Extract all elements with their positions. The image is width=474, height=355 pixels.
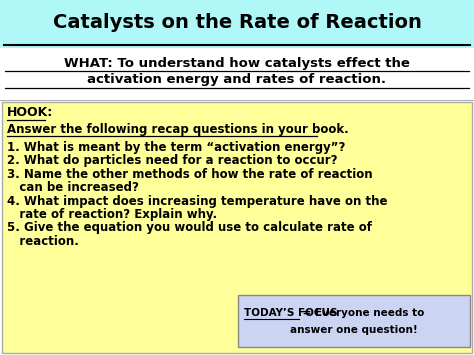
FancyBboxPatch shape: [0, 48, 474, 100]
Text: answer one question!: answer one question!: [290, 325, 418, 335]
FancyBboxPatch shape: [0, 0, 474, 48]
Text: 4. What impact does increasing temperature have on the: 4. What impact does increasing temperatu…: [7, 195, 388, 208]
Text: rate of reaction? Explain why.: rate of reaction? Explain why.: [7, 208, 217, 221]
Text: 2. What do particles need for a reaction to occur?: 2. What do particles need for a reaction…: [7, 154, 337, 167]
Text: = Everyone needs to: = Everyone needs to: [299, 308, 424, 318]
Text: Catalysts on the Rate of Reaction: Catalysts on the Rate of Reaction: [53, 13, 421, 33]
Text: activation energy and rates of reaction.: activation energy and rates of reaction.: [88, 73, 386, 87]
Text: can be increased?: can be increased?: [7, 181, 139, 194]
Text: reaction.: reaction.: [7, 235, 79, 248]
Text: 5. Give the equation you would use to calculate rate of: 5. Give the equation you would use to ca…: [7, 222, 372, 235]
Text: Answer the following recap questions in your book.: Answer the following recap questions in …: [7, 122, 349, 136]
FancyBboxPatch shape: [2, 102, 472, 353]
Text: 3. Name the other methods of how the rate of reaction: 3. Name the other methods of how the rat…: [7, 168, 373, 180]
Text: TODAY’S FOCUS: TODAY’S FOCUS: [244, 308, 337, 318]
Text: 1. What is meant by the term “activation energy”?: 1. What is meant by the term “activation…: [7, 141, 346, 153]
FancyBboxPatch shape: [238, 295, 470, 347]
Text: WHAT: To understand how catalysts effect the: WHAT: To understand how catalysts effect…: [64, 56, 410, 70]
Text: HOOK:: HOOK:: [7, 106, 53, 120]
